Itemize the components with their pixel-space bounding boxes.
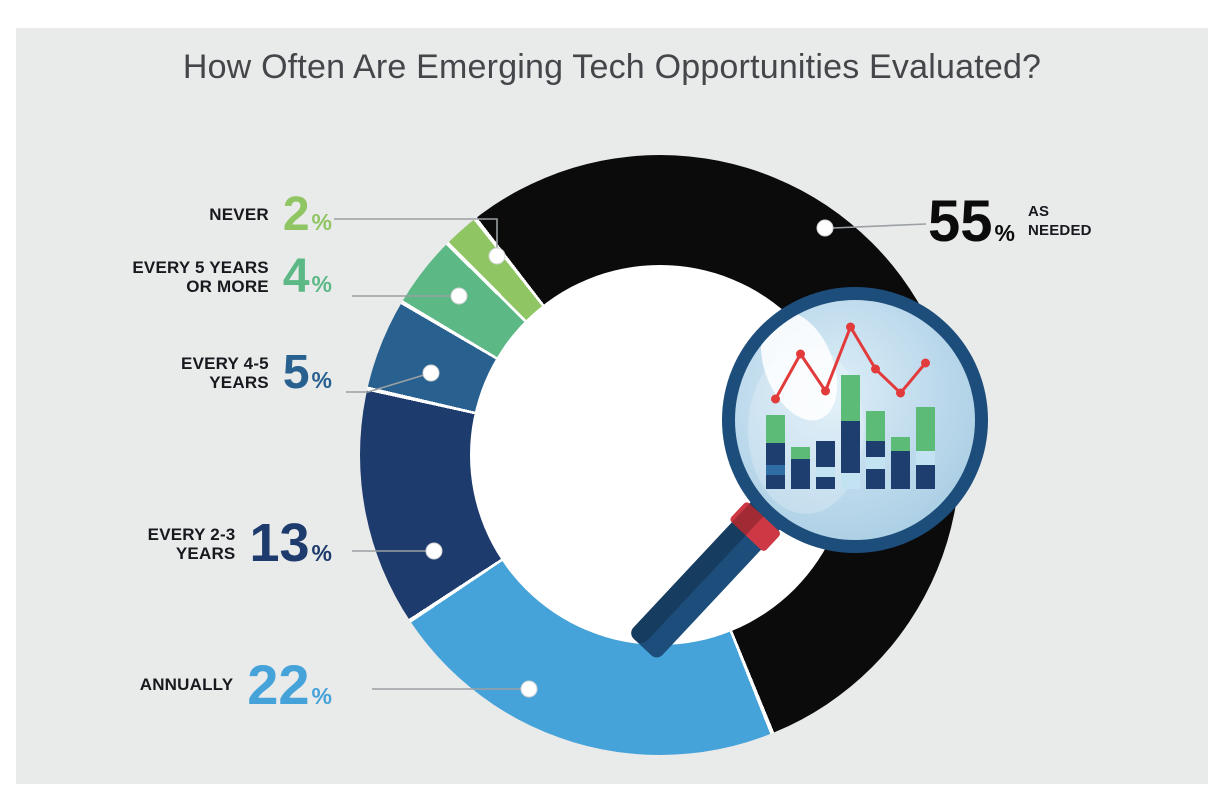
segment-label-every-2-3-years: EVERY 2-3 YEARS: [147, 524, 236, 563]
callout-every-4-5-years: EVERY 4-5 YEARS 5%: [60, 346, 332, 399]
value-number: 55: [928, 189, 993, 254]
value-number: 22: [247, 653, 310, 716]
callout-every-5-years: EVERY 5 YEARS OR MORE 4%: [40, 250, 332, 303]
callout-annually: ANNUALLY 22%: [40, 653, 332, 716]
segment-label-annually: ANNUALLY: [139, 675, 234, 695]
segment-label-every-4-5-years: EVERY 4-5 YEARS: [181, 353, 269, 392]
chart-title: How Often Are Emerging Tech Opportunitie…: [182, 48, 1042, 86]
donut-hole: [470, 265, 850, 645]
segment-value-as-needed: 55%: [928, 189, 1015, 254]
segment-value-every-4-5-years: 5%: [282, 346, 332, 399]
segment-label-never: NEVER: [209, 205, 269, 225]
segment-label-every-5-years: EVERY 5 YEARS OR MORE: [132, 257, 269, 296]
segment-value-annually: 22%: [247, 653, 332, 716]
percent-sign: %: [311, 540, 332, 566]
segment-value-never: 2%: [282, 188, 332, 241]
value-number: 13: [249, 513, 310, 573]
percent-sign: %: [311, 683, 332, 709]
percent-sign: %: [311, 209, 332, 235]
segment-value-every-2-3-years: 13%: [249, 513, 332, 573]
value-number: 4: [282, 250, 310, 303]
value-number: 5: [282, 346, 310, 399]
value-number: 2: [282, 188, 310, 241]
percent-sign: %: [311, 367, 332, 393]
callout-never: NEVER 2%: [60, 188, 332, 241]
percent-sign: %: [311, 271, 332, 297]
segment-value-every-5-years: 4%: [282, 250, 332, 303]
callout-as-needed: 55% AS NEEDED: [928, 189, 1208, 254]
percent-sign: %: [994, 220, 1015, 246]
callout-every-2-3-years: EVERY 2-3 YEARS 13%: [60, 513, 332, 573]
donut-chart: [360, 155, 960, 755]
segment-label-as-needed: AS NEEDED: [1027, 202, 1092, 239]
